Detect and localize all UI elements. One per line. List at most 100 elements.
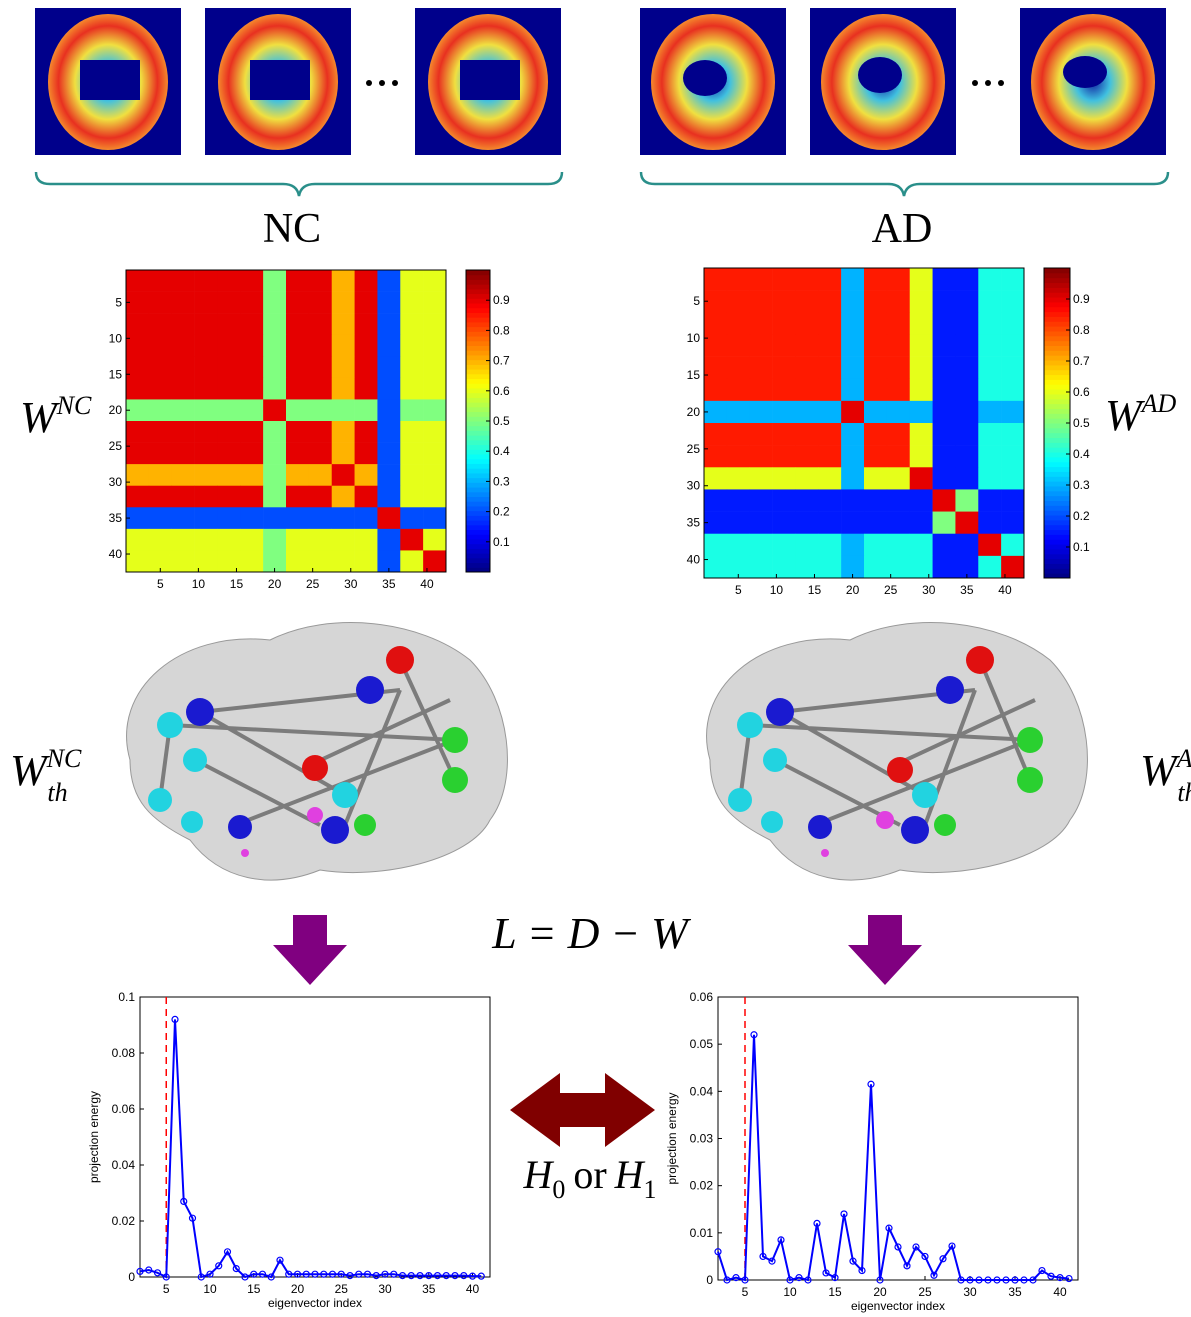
y-tick-label: 30	[687, 479, 701, 493]
cell	[423, 529, 446, 551]
colorbar-band	[1044, 534, 1070, 539]
cell	[309, 399, 332, 421]
cell	[240, 529, 263, 551]
x-tick-label: 35	[422, 1282, 436, 1296]
y-tick-label: 40	[109, 547, 123, 561]
subscript: th	[47, 778, 67, 807]
colorbar-band	[466, 449, 490, 454]
y-tick-label: 0.04	[690, 1084, 714, 1098]
cell	[195, 443, 218, 465]
cell	[309, 529, 332, 551]
cell	[795, 556, 818, 578]
cell	[217, 313, 240, 335]
cell	[818, 512, 841, 534]
cell	[195, 399, 218, 421]
cell	[818, 489, 841, 511]
colorbar-band	[466, 421, 490, 426]
cell	[841, 312, 864, 334]
y-tick-label: 15	[109, 367, 123, 381]
cell	[841, 534, 864, 556]
symbol: H	[614, 1152, 646, 1197]
cell	[704, 357, 727, 379]
cell	[355, 529, 378, 551]
cell	[263, 443, 286, 465]
colorbar-tick-label: 0.7	[1073, 354, 1090, 368]
cell	[172, 270, 195, 292]
cell	[704, 312, 727, 334]
cell	[332, 313, 355, 335]
page: NC AD WNC WAD WNCth WADth L = D − W H0or…	[0, 0, 1191, 1317]
cell	[864, 401, 887, 423]
cell	[423, 270, 446, 292]
cell	[910, 556, 933, 578]
colorbar-band	[1044, 278, 1070, 283]
cell	[126, 486, 149, 508]
cell	[400, 529, 423, 551]
colorbar-band	[466, 430, 490, 435]
colorbar-band	[466, 407, 490, 412]
cell	[172, 464, 195, 486]
plot-frame	[718, 997, 1078, 1280]
colorbar-band	[1044, 355, 1070, 360]
cell	[217, 292, 240, 314]
cell	[172, 421, 195, 443]
subscript: 1	[644, 1175, 657, 1204]
symbol: W	[10, 746, 50, 795]
cell	[887, 268, 910, 290]
cell	[355, 443, 378, 465]
cell	[400, 399, 423, 421]
cell	[286, 550, 309, 572]
cell	[240, 486, 263, 508]
cell	[910, 423, 933, 445]
cell	[955, 268, 978, 290]
cell	[332, 399, 355, 421]
x-axis-label: eigenvector index	[851, 1299, 945, 1313]
cell	[955, 534, 978, 556]
cell	[195, 356, 218, 378]
double-arrow	[510, 1073, 655, 1147]
x-tick-label: 20	[873, 1285, 887, 1299]
cell	[910, 312, 933, 334]
cell	[727, 512, 750, 534]
cell	[955, 379, 978, 401]
cell	[955, 290, 978, 312]
cell	[978, 268, 1001, 290]
x-axis-label: eigenvector index	[268, 1296, 362, 1310]
colorbar-band	[1044, 433, 1070, 438]
colorbar-band	[1044, 331, 1070, 336]
cell	[400, 486, 423, 508]
cell	[149, 292, 172, 314]
y-tick-label: 10	[109, 331, 123, 345]
x-tick-label: 35	[960, 583, 974, 597]
cell	[286, 507, 309, 529]
cell	[377, 464, 400, 486]
y-tick-label: 0.02	[690, 1179, 714, 1193]
colorbar-band	[466, 279, 490, 284]
colorbar-band	[1044, 287, 1070, 292]
cell	[910, 445, 933, 467]
cell	[286, 335, 309, 357]
superscript: AD	[1175, 744, 1191, 773]
cell	[400, 313, 423, 335]
cell	[1001, 290, 1024, 312]
colorbar-band	[466, 426, 490, 431]
y-tick-label: 20	[687, 405, 701, 419]
y-tick-label: 0.1	[118, 990, 135, 1004]
cell	[217, 550, 240, 572]
colorbar-band	[466, 289, 490, 294]
colorbar-band	[466, 308, 490, 313]
colorbar-band	[466, 534, 490, 539]
cell	[795, 334, 818, 356]
cell	[795, 467, 818, 489]
brain-networks	[127, 623, 1088, 880]
cell	[978, 401, 1001, 423]
cell	[887, 357, 910, 379]
cell	[1001, 534, 1024, 556]
cell	[240, 335, 263, 357]
cell	[933, 467, 956, 489]
colorbar-band	[1044, 471, 1070, 476]
cell	[377, 443, 400, 465]
cell	[818, 334, 841, 356]
cell	[355, 378, 378, 400]
cell	[240, 399, 263, 421]
